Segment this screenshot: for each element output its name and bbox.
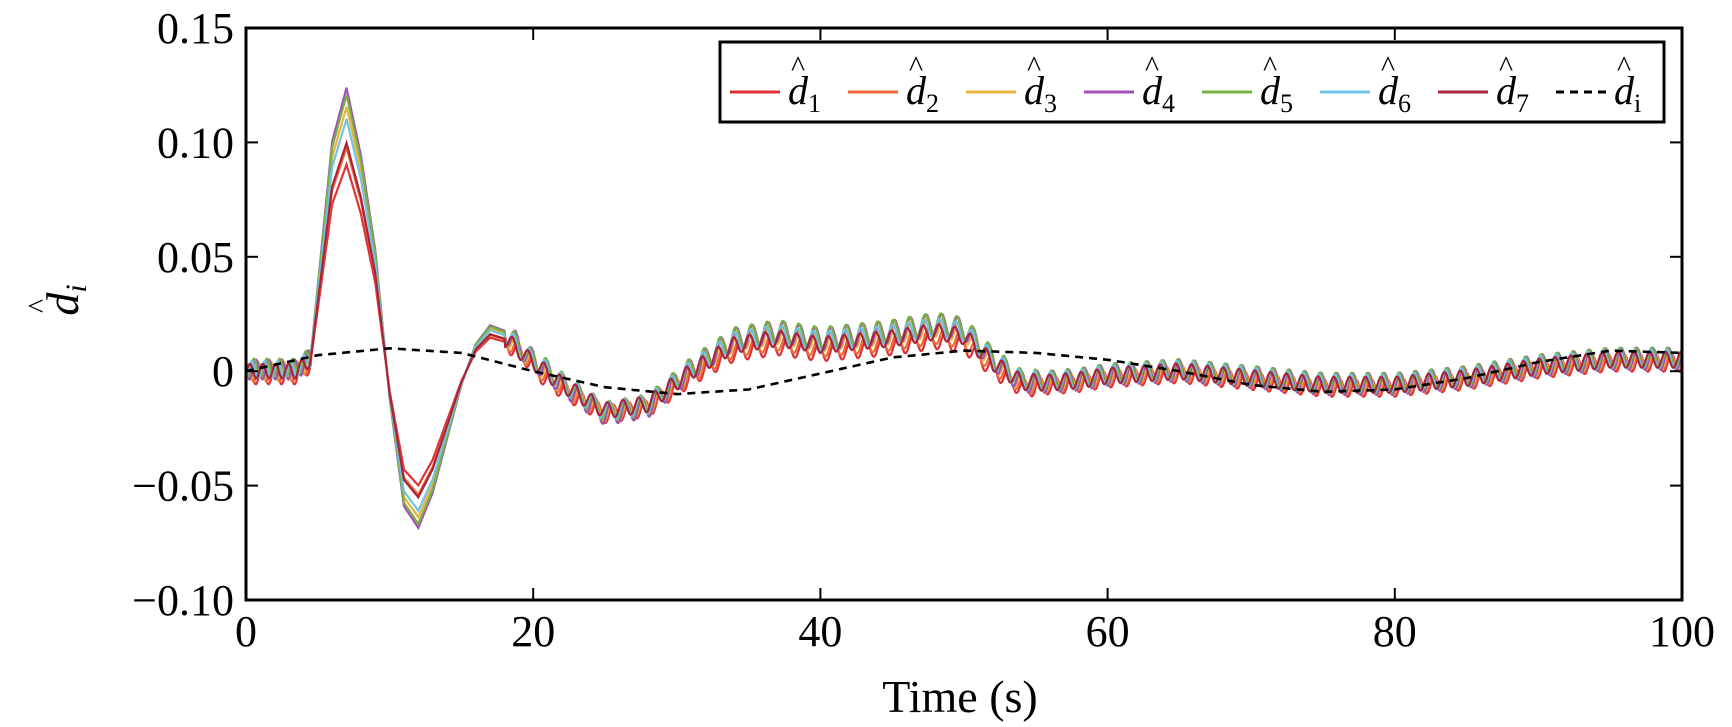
y-tick-label: 0 [212,347,234,396]
y-tick-label: 0.10 [157,118,234,167]
svg-text:di: di [37,284,93,315]
legend-hat-4: ^ [1145,50,1159,83]
legend-box [718,40,1666,124]
legend-label-6: d6 [1378,68,1411,118]
legend-label-i: di [1614,68,1641,118]
y-tick-label: −0.05 [132,462,234,511]
series-line-6 [246,118,1682,513]
y-tick-label: −0.10 [132,576,234,625]
y-axis-label-base: d [37,292,88,316]
x-tick-label: 80 [1373,607,1417,656]
legend-label-7: d7 [1496,68,1529,118]
legend-hat-6: ^ [1381,50,1395,83]
series-line-3 [246,106,1682,520]
y-axis-label-hat: ^ [22,299,55,313]
legend: d1^d2^d3^d4^d5^d6^d7^di^ [718,40,1666,124]
legend-label-1: d1 [788,68,821,118]
x-axis-label: Time (s) [882,671,1038,722]
y-tick-label: 0.05 [157,233,234,282]
x-tick-label: 60 [1086,607,1130,656]
legend-hat-5: ^ [1263,50,1277,83]
legend-label-3: d3 [1024,68,1057,118]
legend-hat-3: ^ [1027,50,1041,83]
series-line-2 [246,143,1682,497]
legend-hat-i: ^ [1617,50,1631,83]
y-axis-label-sub: i [60,284,93,292]
x-tick-label: 20 [511,607,555,656]
series-line-7 [246,139,1682,500]
series-line-4 [246,87,1682,531]
axis-ticks [245,27,1683,601]
plot-frame [244,26,1684,602]
x-tick-label: 100 [1649,607,1715,656]
series-line-1 [246,160,1682,488]
x-tick-label: 40 [798,607,842,656]
legend-label-2: d2 [906,68,939,118]
legend-hat-1: ^ [791,50,805,83]
x-tick-label: 0 [235,607,257,656]
legend-label-4: d4 [1142,68,1175,118]
axis-tick-labels: 0 20 40 60 80 100 −0.10 −0.05 0 0.05 0.10 0.15 [132,4,1715,656]
y-axis-label: di ^ [22,284,93,315]
reference-line [246,346,1682,396]
series-line-5 [246,94,1682,527]
legend-hat-7: ^ [1499,50,1513,83]
legend-hat-2: ^ [909,50,923,83]
plot-lines [246,87,1682,531]
legend-label-5: d5 [1260,68,1293,118]
y-tick-label: 0.15 [157,4,234,53]
